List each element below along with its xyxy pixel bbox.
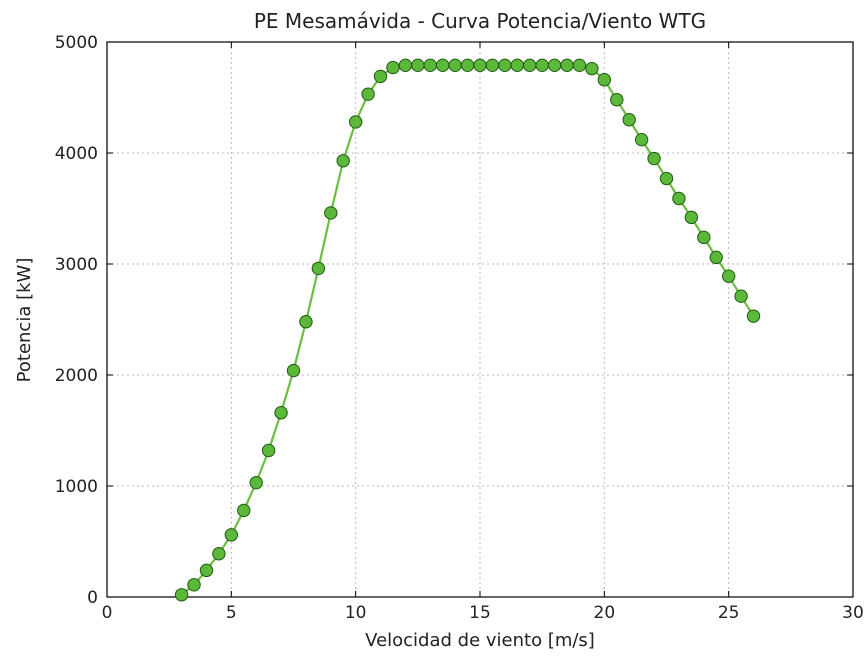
y-tick-label: 2000 (55, 366, 98, 386)
data-point (473, 58, 487, 73)
data-point (448, 58, 462, 73)
data-point (572, 58, 587, 73)
data-point (622, 113, 636, 127)
data-point (174, 588, 189, 602)
data-point (535, 58, 549, 73)
data-point (672, 191, 686, 206)
x-tick-label: 0 (102, 603, 113, 623)
data-point (684, 210, 699, 225)
x-tick-labels: 0 5 10 15 20 25 30 (102, 603, 864, 623)
series-line (180, 64, 755, 596)
data-point (634, 132, 649, 147)
y-tick-label: 1000 (55, 477, 98, 497)
data-point (423, 58, 437, 73)
data-point (697, 230, 711, 245)
data-point (324, 206, 338, 220)
data-point (647, 151, 661, 166)
data-point (709, 250, 723, 265)
y-tick-label: 0 (87, 588, 98, 608)
data-point (597, 73, 612, 87)
data-point (249, 475, 263, 490)
chart-title: PE Mesamávida - Curva Potencia/Viento WT… (254, 9, 706, 33)
data-point (311, 261, 326, 276)
data-point (299, 315, 313, 329)
data-point (398, 58, 413, 73)
y-tick-label: 4000 (55, 144, 98, 164)
data-point (510, 58, 524, 73)
plot-frame (106, 41, 854, 598)
x-tick-label: 25 (718, 603, 740, 623)
series-power-curve (174, 58, 761, 602)
y-tick-label: 3000 (55, 255, 98, 275)
data-point (460, 58, 475, 73)
data-point (361, 87, 375, 101)
data-point (547, 58, 562, 73)
x-axis-label: Velocidad de viento [m/s] (365, 630, 595, 651)
data-point (746, 309, 761, 323)
data-point (485, 58, 500, 73)
data-point (274, 406, 288, 420)
data-point (721, 269, 736, 283)
data-point (585, 61, 599, 76)
data-point (348, 115, 363, 129)
y-tick-labels: 0 1000 2000 3000 4000 5000 (55, 33, 98, 608)
data-point (286, 363, 301, 378)
x-tick-label: 15 (469, 603, 491, 623)
data-point (373, 69, 388, 84)
y-tick-label: 5000 (55, 33, 98, 53)
data-point (436, 58, 450, 73)
data-point (261, 443, 276, 458)
y-axis-label: Potencia [kW] (14, 258, 35, 383)
data-point (659, 171, 674, 186)
data-point (336, 154, 350, 168)
data-point (560, 58, 574, 73)
x-tick-label: 20 (594, 603, 616, 623)
data-point (187, 578, 201, 592)
data-point (498, 58, 512, 73)
data-point (237, 503, 251, 518)
data-point (224, 528, 239, 542)
data-point (610, 93, 624, 107)
data-point (386, 60, 400, 75)
grid-lines (107, 42, 853, 597)
data-point (523, 58, 537, 73)
x-tick-label: 30 (842, 603, 864, 623)
data-point (411, 58, 425, 73)
data-point (212, 547, 226, 561)
x-tick-label: 5 (226, 603, 237, 623)
x-tick-label: 10 (345, 603, 367, 623)
data-point (199, 563, 214, 578)
data-point (734, 289, 748, 303)
